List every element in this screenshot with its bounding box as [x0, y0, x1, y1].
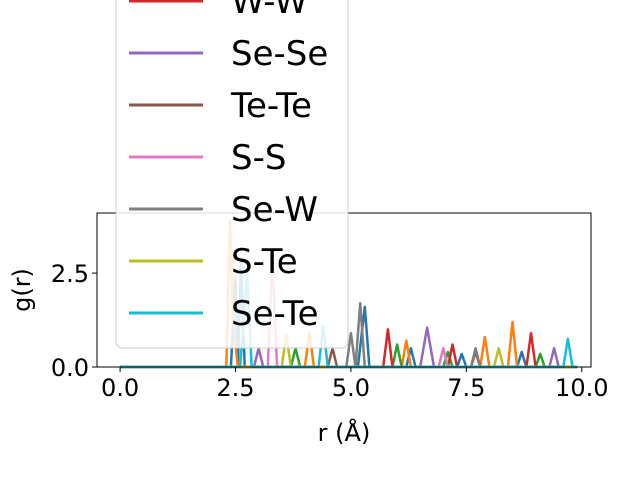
legend-label-5: Te-Te — [230, 86, 312, 126]
ticks-layer: 0.0 2.5 5.0 7.5 10.0 0.0 2.5 — [51, 260, 609, 402]
x-axis-label: r (Å) — [318, 418, 371, 447]
legend-label-9: Se-Te — [231, 294, 319, 334]
legend-entries: W-W Se-Se Te-Te S-S Se-W S-Te Se-Te — [129, 0, 328, 334]
series-line-7 — [120, 301, 578, 369]
legend-label-7: Se-W — [231, 190, 318, 230]
legend-label-3: W-W — [231, 0, 308, 22]
y-axis-label: g(r) — [8, 268, 36, 312]
legend-label-8: S-Te — [231, 242, 298, 282]
x-tick-label-3: 7.5 — [447, 374, 485, 402]
series-line-4 — [120, 326, 578, 369]
y-tick-label-1: 2.5 — [51, 260, 89, 288]
legend-label-4: Se-Se — [231, 34, 328, 74]
legend-label-6: S-S — [231, 138, 286, 178]
x-tick-label-2: 5.0 — [332, 374, 370, 402]
x-tick-label-1: 2.5 — [216, 374, 254, 402]
series-line-3 — [120, 328, 578, 369]
y-tick-label-0: 0.0 — [51, 354, 89, 382]
legend: W-W Se-Se Te-Te S-S Se-W S-Te Se-Te — [115, 0, 349, 349]
x-tick-label-0: 0.0 — [101, 374, 139, 402]
x-tick-label-4: 10.0 — [555, 374, 608, 402]
